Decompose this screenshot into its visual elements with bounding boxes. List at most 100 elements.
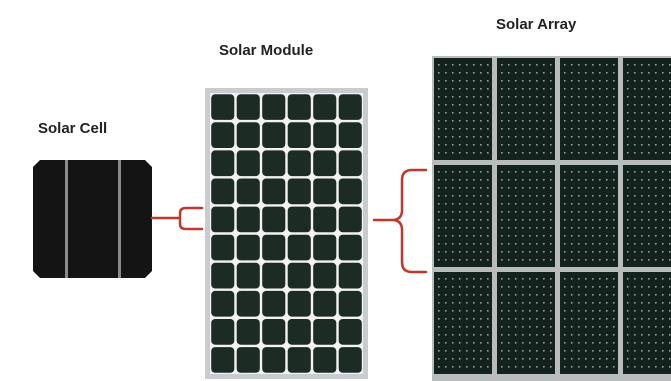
solar-array-panel-dot	[522, 243, 524, 245]
solar-array-panel-dot	[473, 203, 475, 205]
solar-array-panel-dot	[515, 64, 517, 66]
solar-array-panel-dot	[648, 251, 650, 253]
solar-array-panel-dot	[599, 64, 601, 66]
solar-array-panel-dot	[473, 144, 475, 146]
solar-array-panel-dot	[501, 88, 503, 90]
solar-array-panel-dot	[501, 350, 503, 352]
solar-module-cell	[313, 234, 337, 261]
solar-array-panel-dot	[599, 334, 601, 336]
solar-array-panel-dot	[501, 286, 503, 288]
solar-array-panel-dot	[536, 112, 538, 114]
solar-array-panel-dot	[592, 72, 594, 74]
solar-array-panel-dot	[585, 72, 587, 74]
solar-module-cell	[338, 262, 362, 289]
solar-array-panel-dot	[543, 219, 545, 221]
solar-array-panel-dot	[641, 80, 643, 82]
solar-array-panel-dot	[522, 227, 524, 229]
solar-array-panel-dot	[543, 187, 545, 189]
solar-array-panel-dot	[543, 128, 545, 130]
solar-array-panel-dot	[655, 235, 657, 237]
solar-array-panel-dot	[648, 366, 650, 368]
solar-array-panel-dot	[585, 104, 587, 106]
solar-array-panel-dot	[662, 350, 664, 352]
solar-array-panel-dot	[606, 278, 608, 280]
solar-array-panel-dot	[501, 243, 503, 245]
solar-array-panel-dot	[508, 326, 510, 328]
solar-array-panel-dot	[529, 366, 531, 368]
solar-array-label: Solar Array	[496, 16, 577, 33]
solar-array-panel-dot	[613, 179, 615, 181]
solar-array-panel-dot	[648, 243, 650, 245]
solar-module-cell	[262, 262, 286, 289]
solar-array-panel-dot	[536, 358, 538, 360]
solar-array-panel	[560, 165, 618, 267]
solar-array-panel-dot	[515, 286, 517, 288]
solar-array-panel-dot	[536, 211, 538, 213]
solar-array-panel-dot	[487, 88, 489, 90]
solar-array-panel-dot	[536, 104, 538, 106]
solar-module-cell	[313, 206, 337, 233]
solar-array-panel-dot	[571, 80, 573, 82]
solar-array-panel-dot	[480, 219, 482, 221]
solar-array-panel-dot	[613, 227, 615, 229]
solar-array-panel-dot	[452, 259, 454, 261]
solar-array-panel-dot	[585, 278, 587, 280]
solar-array-panel-dot	[655, 195, 657, 197]
solar-array-panel-dot	[578, 302, 580, 304]
solar-array-panel-dot	[438, 342, 440, 344]
solar-array-panel-dot	[669, 334, 671, 336]
solar-array-panel-dot	[669, 72, 671, 74]
solar-array-panel-dot	[487, 72, 489, 74]
solar-array-panel-dot	[578, 358, 580, 360]
solar-array-panel-dot	[592, 171, 594, 173]
solar-module-cell	[313, 150, 337, 177]
solar-array-panel-dot	[529, 251, 531, 253]
solar-cell	[33, 160, 152, 278]
solar-array-panel-dot	[641, 278, 643, 280]
solar-array-panel-dot	[578, 286, 580, 288]
solar-array-panel-dot	[648, 334, 650, 336]
solar-array-panel-dot	[536, 195, 538, 197]
solar-array-panel-dot	[669, 219, 671, 221]
solar-array-panel-dot	[508, 235, 510, 237]
solar-array-panel-dot	[508, 358, 510, 360]
solar-array-panel-dot	[592, 342, 594, 344]
solar-array-panel-dot	[662, 72, 664, 74]
solar-array-panel-dot	[487, 302, 489, 304]
solar-array-panel-dot	[641, 243, 643, 245]
solar-array-panel-dot	[473, 286, 475, 288]
solar-array-panel-dot	[585, 211, 587, 213]
solar-array-panel-dot	[452, 144, 454, 146]
solar-array-panel-dot	[571, 64, 573, 66]
solar-module-cell	[211, 347, 235, 373]
solar-array-panel-dot	[550, 334, 552, 336]
solar-array-panel-dot	[466, 259, 468, 261]
solar-array-panel-dot	[585, 128, 587, 130]
solar-array-panel	[434, 165, 492, 267]
solar-array-panel-dot	[634, 144, 636, 146]
solar-array-panel-dot	[480, 302, 482, 304]
solar-array-panel-dot	[606, 120, 608, 122]
solar-array-panel-dot	[452, 203, 454, 205]
solar-array-panel-dot	[641, 286, 643, 288]
solar-array-panel-dot	[627, 64, 629, 66]
solar-array-panel-dot	[585, 366, 587, 368]
solar-array-panel-dot	[585, 286, 587, 288]
solar-array-panel-dot	[487, 294, 489, 296]
solar-array-panel-dot	[585, 120, 587, 122]
solar-array-panel-dot	[613, 152, 615, 154]
solar-array-panel-dot	[578, 243, 580, 245]
solar-array-panel-dot	[445, 235, 447, 237]
solar-array-panel-dot	[613, 211, 615, 213]
solar-array-panel-dot	[648, 64, 650, 66]
solar-array-panel-dot	[655, 88, 657, 90]
solar-array-panel-dot	[536, 318, 538, 320]
solar-array-panel-dot	[466, 366, 468, 368]
solar-array-panel-dot	[487, 251, 489, 253]
solar-array-panel-dot	[452, 64, 454, 66]
solar-array-panel-dot	[522, 235, 524, 237]
solar-array-panel-dot	[655, 104, 657, 106]
solar-array-panel-dot	[578, 112, 580, 114]
solar-array-panel-dot	[529, 342, 531, 344]
solar-array-panel-dot	[592, 286, 594, 288]
